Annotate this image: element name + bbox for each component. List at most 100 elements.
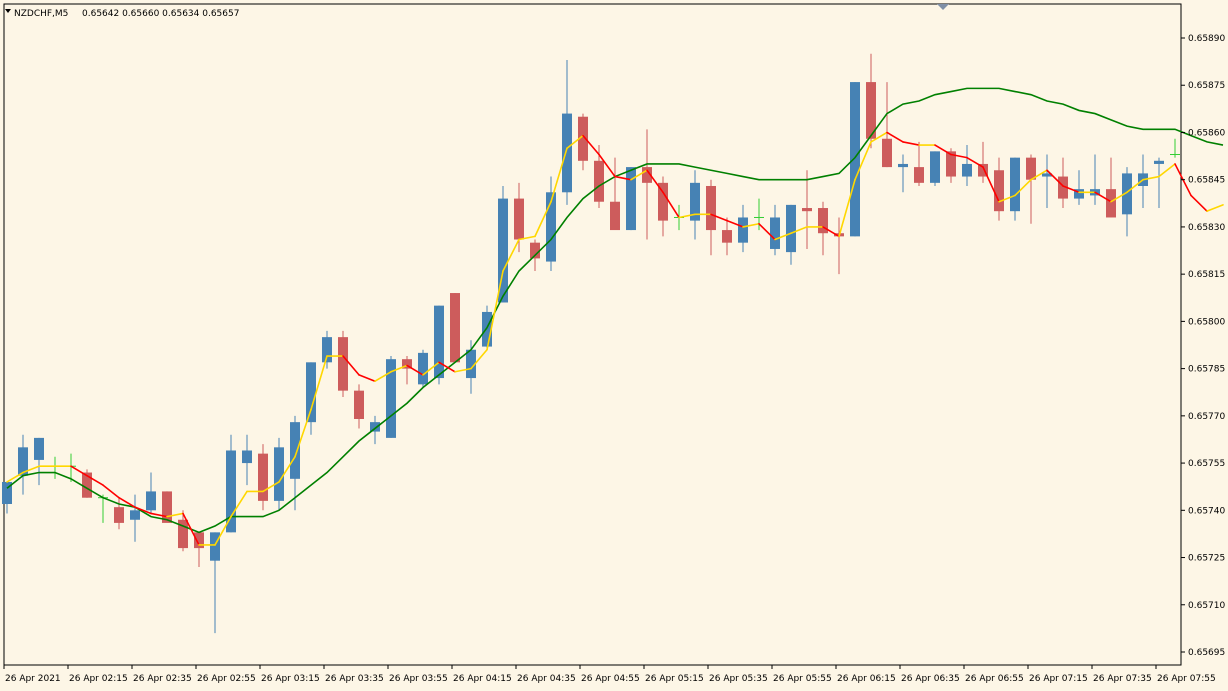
ma-fast-segment: [822, 226, 840, 238]
candle: [722, 217, 732, 256]
candle-body: [994, 170, 1004, 212]
candle-body: [434, 305, 444, 379]
y-tick-label: 0.65800: [1188, 317, 1225, 327]
candle-body: [2, 481, 12, 505]
candle-body: [978, 163, 988, 177]
ma-fast-segment: [1206, 204, 1224, 212]
candle: [1170, 138, 1180, 158]
y-tick-label: 0.65890: [1188, 34, 1225, 44]
y-tick-label: 0.65785: [1188, 365, 1225, 375]
symbol-dropdown-icon[interactable]: [5, 9, 11, 13]
x-tick-label: 26 Apr 07:35: [1093, 674, 1152, 684]
ma-fast-segment: [1126, 178, 1144, 194]
candle: [18, 434, 28, 495]
candle: [2, 481, 12, 514]
candle-body: [1010, 157, 1020, 212]
candle: [386, 356, 396, 438]
candle-body: [946, 151, 956, 177]
candle: [914, 141, 924, 186]
ma-fast-segment: [662, 191, 680, 219]
candle: [994, 157, 1004, 221]
candle-body: [930, 151, 940, 183]
x-tick-label: 26 Apr 02:35: [133, 674, 192, 684]
candle-body: [1154, 160, 1164, 164]
ma-fast-segment: [22, 465, 40, 474]
candle: [1042, 154, 1052, 209]
candle-body: [354, 390, 364, 419]
candle: [1122, 167, 1132, 237]
candle: [50, 456, 60, 479]
x-tick-label: 26 Apr 06:15: [837, 674, 896, 684]
candle: [866, 53, 876, 149]
candle: [658, 176, 668, 237]
candle: [290, 415, 300, 511]
ma-fast-segment: [550, 147, 568, 203]
ma-fast-segment: [742, 222, 760, 228]
candle: [578, 113, 588, 171]
x-tick-label: 26 Apr 07:15: [1029, 674, 1088, 684]
chart-shift-marker-icon[interactable]: [937, 4, 949, 10]
candle: [818, 201, 828, 256]
ma-fast-segment: [310, 355, 328, 411]
ma-fast-segment: [726, 219, 744, 228]
candle-body: [1106, 189, 1116, 218]
ma-fast-segment: [678, 213, 696, 219]
ma-fast-segment: [902, 141, 920, 146]
x-tick-label: 26 Apr 03:55: [389, 674, 448, 684]
y-tick-label: 0.65755: [1188, 459, 1225, 469]
ma-fast-segment: [630, 169, 648, 181]
candle-body: [786, 204, 796, 253]
candle-body: [322, 337, 332, 363]
candle-body: [146, 491, 156, 511]
ma-fast-segment: [1110, 191, 1128, 203]
candle: [338, 330, 348, 397]
ma-fast-segment: [6, 471, 24, 483]
ma-fast-segment: [598, 153, 616, 178]
candle-body: [306, 362, 316, 423]
ma-fast-segment: [214, 515, 232, 546]
candle-body: [738, 217, 748, 243]
candle: [1138, 154, 1148, 209]
candle: [1090, 154, 1100, 205]
candle-body: [866, 82, 876, 139]
candle-body: [818, 208, 828, 234]
ma-fast-segment: [646, 169, 664, 194]
candle: [178, 510, 188, 552]
candle-body: [450, 293, 460, 363]
y-tick-label: 0.65725: [1188, 554, 1225, 564]
candle-body: [706, 185, 716, 231]
candle-body: [850, 82, 860, 237]
ma-fast-segment: [774, 232, 792, 241]
candle: [306, 362, 316, 435]
candle: [850, 82, 860, 237]
ma-fast-segment: [166, 512, 184, 518]
ma-fast-segment: [1190, 194, 1208, 212]
candle-body: [482, 311, 492, 347]
candle: [162, 491, 172, 523]
candle: [1106, 157, 1116, 218]
candle: [1154, 157, 1164, 209]
candle-body: [82, 472, 92, 498]
candle-body: [610, 201, 620, 231]
ma-fast-segment: [422, 361, 440, 376]
ma-fast-segment: [278, 455, 296, 483]
candle-body: [114, 507, 124, 523]
candle: [562, 60, 572, 205]
x-tick-label: 26 Apr 05:35: [709, 674, 768, 684]
x-tick-label: 26 Apr 06:35: [901, 674, 960, 684]
ma-fast-segment: [390, 364, 408, 373]
candle-body: [178, 519, 188, 549]
candle: [146, 472, 156, 514]
candle: [402, 356, 412, 385]
ma-fast-segment: [886, 131, 904, 143]
candle-body: [18, 447, 28, 476]
candle-body: [914, 167, 924, 183]
candle-body: [34, 437, 44, 460]
ma-fast-segment: [406, 364, 424, 376]
candle-body: [658, 182, 668, 221]
ma-slow-line: [6, 87, 1224, 534]
ma-fast-segment: [182, 512, 200, 546]
y-tick-label: 0.65875: [1188, 81, 1225, 91]
